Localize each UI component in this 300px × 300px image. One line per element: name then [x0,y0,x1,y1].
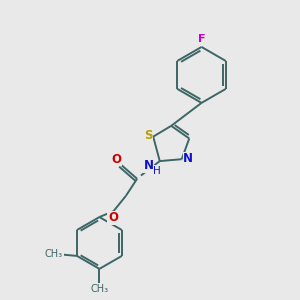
Text: O: O [112,153,122,166]
Text: CH₃: CH₃ [90,284,109,295]
Text: N: N [144,159,154,172]
Text: F: F [198,34,205,44]
Text: H: H [153,166,161,176]
Text: N: N [183,152,193,165]
Text: CH₃: CH₃ [45,249,63,260]
Text: O: O [108,211,118,224]
Text: S: S [144,129,152,142]
